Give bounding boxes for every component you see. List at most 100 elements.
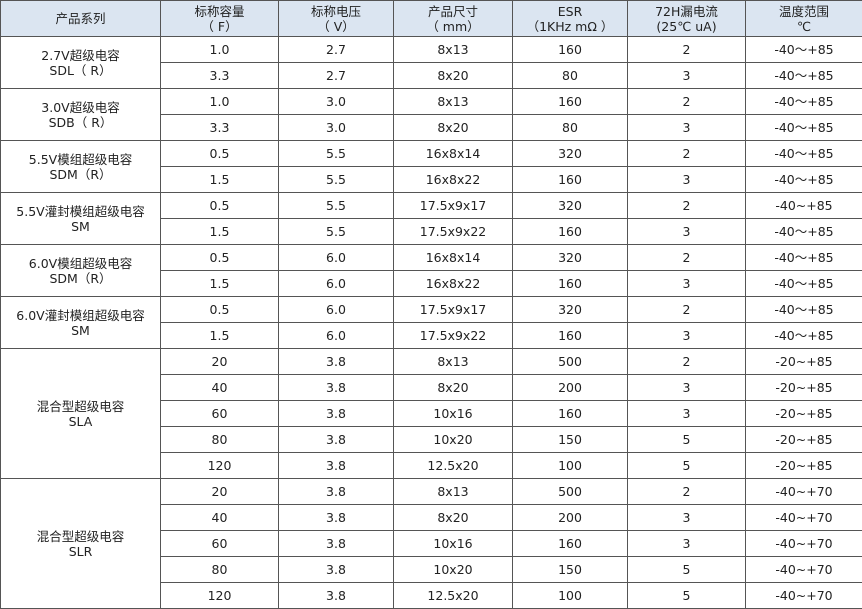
- data-row: 1.5 5.5 17.5x9x22 160 3 -40～+85: [1, 218, 862, 245]
- series-cell: 6.0V灌封模组超级电容 SM: [0, 296, 161, 349]
- data-cell: 0.5: [160, 296, 279, 323]
- data-cell: -40~+85: [745, 192, 862, 219]
- data-cell: 1.0: [160, 36, 279, 63]
- cell-line: 5.5V灌封模组超级电容: [16, 203, 145, 219]
- data-cell: 2.7: [278, 62, 394, 89]
- cell-line: （1KHz mΩ ）: [526, 18, 614, 34]
- data-cell: 3: [627, 322, 746, 349]
- data-cell: 2: [627, 296, 746, 323]
- data-cell: 160: [512, 400, 628, 427]
- data-cell: 1.5: [160, 166, 279, 193]
- data-cell: 5.5: [278, 140, 394, 167]
- header-cell: 产品尺寸（ mm）: [393, 0, 513, 37]
- data-cell: 12.5x20: [393, 452, 513, 479]
- data-cell: 150: [512, 426, 628, 453]
- data-cell: -20~+85: [745, 400, 862, 427]
- data-cell: 160: [512, 88, 628, 115]
- table-body: 2.7V超级电容 SDL（ R） 1.0 2.7 8x13 160 2 -40～+85 3.3 2…: [0, 36, 862, 609]
- data-cell: 150: [512, 556, 628, 583]
- data-cell: 3.3: [160, 114, 279, 141]
- data-row: 60 3.8 10x16 160 3 -40~+70: [1, 530, 862, 557]
- cell-line: （ mm）: [426, 18, 480, 34]
- data-cell: 3.8: [278, 556, 394, 583]
- data-cell: -40～+85: [745, 62, 862, 89]
- data-cell: 0.5: [160, 192, 279, 219]
- data-cell: 3: [627, 504, 746, 531]
- data-cell: 8x20: [393, 114, 513, 141]
- cell-line: 温度范围: [778, 3, 829, 19]
- data-cell: 12.5x20: [393, 582, 513, 609]
- data-cell: 80: [512, 114, 628, 141]
- data-cell: 3.8: [278, 348, 394, 375]
- series-cell: 混合型超级电容 SLR: [0, 478, 161, 609]
- data-cell: 200: [512, 504, 628, 531]
- data-row: 3.3 3.0 8x20 80 3 -40～+85: [1, 114, 862, 141]
- cell-line: （ F）: [201, 18, 238, 34]
- data-row: 1.5 6.0 16x8x22 160 3 -40～+85: [1, 270, 862, 297]
- data-row: 120 3.8 12.5x20 100 5 -40~+70: [1, 582, 862, 609]
- data-cell: 5: [627, 426, 746, 453]
- data-row: 120 3.8 12.5x20 100 5 -20~+85: [1, 452, 862, 479]
- cell-line: 混合型超级电容: [36, 398, 125, 414]
- data-cell: 2: [627, 88, 746, 115]
- data-cell: 17.5x9x17: [393, 192, 513, 219]
- data-cell: 16x8x14: [393, 140, 513, 167]
- data-cell: 60: [160, 400, 279, 427]
- header-cell: 标称电压（ V）: [278, 0, 394, 37]
- data-cell: 3: [627, 270, 746, 297]
- data-cell: -20~+85: [745, 348, 862, 375]
- data-cell: 3: [627, 166, 746, 193]
- data-cell: 40: [160, 374, 279, 401]
- data-cell: 160: [512, 322, 628, 349]
- data-cell: 100: [512, 582, 628, 609]
- cell-line: SDL（ R）: [49, 62, 112, 78]
- cell-line: SDB（ R）: [48, 114, 113, 130]
- data-cell: -40~+70: [745, 582, 862, 609]
- data-cell: -20~+85: [745, 374, 862, 401]
- data-cell: 320: [512, 192, 628, 219]
- header-row: 产品系列 标称容量（ F） 标称电压（ V） 产品尺寸（ mm） ESR （1KHz mΩ…: [0, 0, 862, 37]
- data-cell: 80: [160, 426, 279, 453]
- data-cell: 16x8x22: [393, 166, 513, 193]
- cell-line: 5.5V模组超级电容: [28, 151, 133, 167]
- data-cell: 20: [160, 348, 279, 375]
- data-cell: 500: [512, 478, 628, 505]
- series-cell: 3.0V超级电容 SDB（ R）: [0, 88, 161, 141]
- data-cell: -20~+85: [745, 452, 862, 479]
- data-cell: 3: [627, 530, 746, 557]
- data-row: 3.0V超级电容 SDB（ R） 1.0 3.0 8x13 160 2 -40～+85: [0, 88, 862, 141]
- data-cell: 10x16: [393, 530, 513, 557]
- data-cell: 5.5: [278, 166, 394, 193]
- data-cell: 120: [160, 582, 279, 609]
- data-cell: 3.8: [278, 582, 394, 609]
- data-cell: 3: [627, 114, 746, 141]
- data-cell: 160: [512, 218, 628, 245]
- data-row: 5.5V模组超级电容 SDM（R） 0.5 5.5 16x8x14 320 2 -40～+85: [0, 140, 862, 193]
- series-cell: 混合型超级电容 SLA: [0, 348, 161, 479]
- data-cell: -40～+85: [745, 270, 862, 297]
- cell-line: （ V）: [317, 18, 355, 34]
- cell-line: SM: [71, 218, 90, 234]
- data-cell: 1.0: [160, 88, 279, 115]
- data-cell: 20: [160, 478, 279, 505]
- data-cell: 2.7: [278, 36, 394, 63]
- data-cell: 17.5x9x17: [393, 296, 513, 323]
- data-cell: 160: [512, 270, 628, 297]
- data-cell: 3.8: [278, 426, 394, 453]
- series-cell: 5.5V模组超级电容 SDM（R）: [0, 140, 161, 193]
- data-cell: 8x13: [393, 36, 513, 63]
- data-cell: -40～+85: [745, 322, 862, 349]
- header-cell: 温度范围 ℃: [745, 0, 862, 37]
- data-row: 6.0V灌封模组超级电容 SM 0.5 6.0 17.5x9x17 320 2 -40～+85: [0, 296, 862, 349]
- header-cell: 标称容量（ F）: [160, 0, 279, 37]
- data-cell: 5.5: [278, 192, 394, 219]
- data-cell: 3.8: [278, 452, 394, 479]
- cell-line: SDM（R）: [49, 270, 112, 286]
- data-cell: 16x8x14: [393, 244, 513, 271]
- data-cell: 320: [512, 140, 628, 167]
- data-cell: 3.8: [278, 374, 394, 401]
- data-cell: 160: [512, 36, 628, 63]
- data-cell: 2: [627, 192, 746, 219]
- data-row: 60 3.8 10x16 160 3 -20~+85: [1, 400, 862, 427]
- data-cell: 3: [627, 374, 746, 401]
